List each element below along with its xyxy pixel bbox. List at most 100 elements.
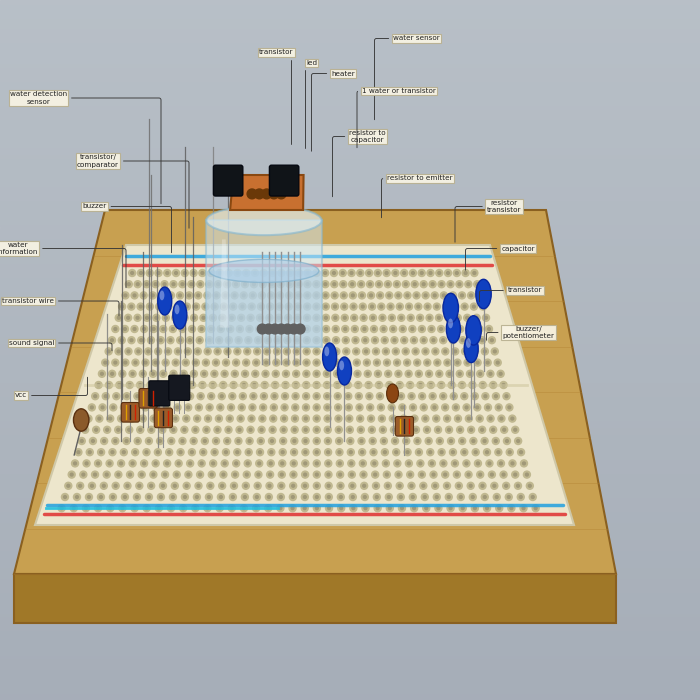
Circle shape [115, 426, 122, 433]
Circle shape [488, 328, 491, 330]
Circle shape [179, 451, 182, 454]
Bar [0, 508, 700, 511]
Circle shape [358, 281, 365, 288]
Circle shape [249, 316, 252, 319]
Circle shape [148, 426, 155, 433]
Circle shape [466, 316, 468, 319]
Bar [0, 315, 700, 318]
Circle shape [183, 303, 190, 310]
Circle shape [115, 471, 122, 478]
Circle shape [357, 426, 364, 433]
Circle shape [304, 270, 311, 276]
Circle shape [60, 507, 63, 510]
Circle shape [389, 314, 396, 321]
Circle shape [246, 438, 253, 444]
Circle shape [298, 272, 300, 274]
Circle shape [361, 326, 368, 332]
Circle shape [220, 395, 223, 398]
Circle shape [398, 384, 401, 386]
Circle shape [241, 370, 248, 377]
Circle shape [372, 482, 379, 489]
Circle shape [208, 393, 215, 400]
Circle shape [348, 417, 351, 420]
Circle shape [237, 415, 244, 422]
Circle shape [248, 303, 256, 310]
Circle shape [136, 395, 139, 398]
Circle shape [450, 393, 457, 400]
Circle shape [399, 404, 406, 411]
Circle shape [295, 281, 302, 288]
Circle shape [386, 473, 389, 476]
Circle shape [420, 404, 427, 411]
Bar [0, 434, 700, 438]
Circle shape [393, 428, 395, 431]
Circle shape [277, 494, 284, 500]
Circle shape [77, 482, 84, 489]
Circle shape [411, 505, 418, 512]
Circle shape [211, 316, 214, 319]
Circle shape [398, 484, 401, 487]
Circle shape [234, 462, 237, 465]
Circle shape [405, 350, 407, 353]
Circle shape [264, 324, 274, 334]
Circle shape [120, 305, 123, 308]
Circle shape [256, 326, 262, 332]
Circle shape [456, 417, 459, 420]
Circle shape [182, 507, 185, 510]
Circle shape [323, 348, 330, 355]
Circle shape [375, 281, 382, 288]
Circle shape [356, 404, 363, 411]
Circle shape [426, 361, 428, 364]
Circle shape [187, 460, 194, 467]
Circle shape [232, 484, 235, 487]
Circle shape [226, 350, 229, 353]
Circle shape [215, 361, 218, 364]
Circle shape [283, 324, 293, 334]
Circle shape [204, 305, 206, 308]
Bar [0, 518, 700, 522]
Circle shape [251, 305, 253, 308]
Circle shape [242, 294, 245, 297]
Circle shape [436, 370, 443, 377]
Circle shape [128, 384, 131, 386]
Circle shape [442, 471, 449, 478]
Bar [0, 686, 700, 690]
Circle shape [157, 272, 160, 274]
Circle shape [284, 337, 290, 344]
Circle shape [344, 316, 346, 319]
Circle shape [293, 348, 300, 355]
Circle shape [521, 460, 528, 467]
Circle shape [432, 348, 439, 355]
Circle shape [323, 337, 330, 344]
Circle shape [304, 314, 311, 321]
Circle shape [332, 337, 340, 344]
Circle shape [419, 471, 426, 478]
Circle shape [294, 395, 297, 398]
Circle shape [183, 496, 186, 498]
Bar [0, 14, 700, 18]
Circle shape [270, 451, 273, 454]
Circle shape [155, 303, 162, 310]
Circle shape [240, 382, 247, 388]
Circle shape [230, 316, 233, 319]
Circle shape [297, 294, 300, 297]
Circle shape [432, 482, 439, 489]
Circle shape [169, 326, 176, 332]
Circle shape [389, 395, 392, 398]
Circle shape [398, 314, 405, 321]
Circle shape [85, 415, 92, 422]
Circle shape [138, 484, 141, 487]
Circle shape [400, 337, 407, 344]
Circle shape [179, 438, 186, 444]
Circle shape [99, 451, 102, 454]
Circle shape [382, 460, 389, 467]
Circle shape [240, 292, 247, 299]
Bar [0, 308, 700, 312]
Circle shape [351, 496, 354, 498]
Bar [0, 473, 700, 476]
Circle shape [269, 270, 276, 276]
Circle shape [158, 292, 165, 299]
Circle shape [326, 384, 328, 386]
Circle shape [331, 281, 338, 288]
Circle shape [293, 451, 295, 454]
